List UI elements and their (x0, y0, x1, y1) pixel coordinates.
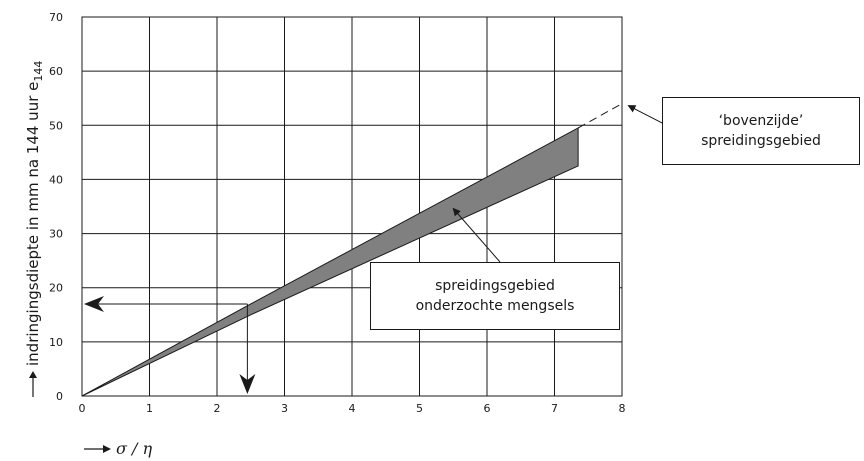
reading-arrowhead-left (84, 295, 104, 312)
tick-labels: 0 1 2 3 4 5 6 7 8 0 10 20 30 40 50 60 70 (49, 11, 626, 415)
y-tick-label: 0 (56, 390, 63, 403)
spreading-band (81, 127, 579, 397)
annotation-line: spreidingsgebied (435, 278, 555, 294)
y-axis-arrow-head (29, 371, 37, 378)
x-tick-label: 2 (214, 402, 221, 415)
x-tick-label: 3 (281, 402, 288, 415)
y-tick-label: 30 (49, 228, 63, 241)
band-layer (81, 127, 579, 397)
y-tick-label: 20 (49, 282, 63, 295)
y-tick-label: 40 (49, 173, 63, 186)
y-axis-label: indringingsdiepte in mm na 144 uur e144 (24, 61, 45, 366)
reading-arrowhead-down (239, 374, 256, 394)
annotation-line: spreidingsgebied (701, 133, 821, 149)
upper-side-extension (577, 103, 623, 129)
y-tick-label: 50 (49, 119, 63, 132)
annotation-box-mixtures: spreidingsgebied onderzochte mengsels (370, 262, 620, 330)
extension-layer (577, 103, 623, 129)
y-tick-label: 10 (49, 336, 63, 349)
y-tick-label: 60 (49, 65, 63, 78)
y-tick-label: 70 (49, 11, 63, 24)
x-tick-label: 6 (484, 402, 491, 415)
x-axis-title: σ / η (84, 439, 152, 458)
annotation-box-upper-side: ‘bovenzijde’ spreidingsgebied (662, 97, 860, 165)
x-tick-label: 4 (349, 402, 356, 415)
annotation-line: ‘bovenzijde’ (718, 113, 804, 129)
x-tick-label: 7 (551, 402, 558, 415)
x-axis-label: σ / η (116, 439, 152, 458)
x-tick-label: 5 (416, 402, 423, 415)
plot-frame (81, 16, 623, 397)
leader-mixtures (452, 207, 501, 263)
x-axis-arrow-head (103, 445, 111, 453)
grid-lines (81, 16, 623, 397)
x-tick-label: 1 (146, 402, 153, 415)
plot-border (81, 16, 623, 397)
x-tick-label: 0 (79, 402, 86, 415)
y-axis-title: indringingsdiepte in mm na 144 uur e144 (24, 61, 45, 397)
x-tick-label: 8 (619, 402, 626, 415)
reading-example-layer (84, 295, 256, 394)
annotation-line: onderzochte mengsels (415, 298, 575, 314)
